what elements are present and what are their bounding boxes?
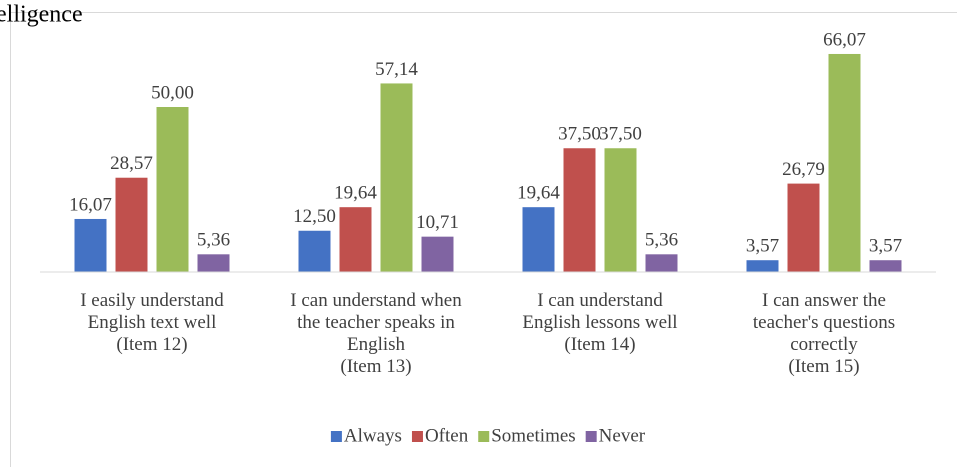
- value-label: 3,57: [746, 236, 779, 257]
- title-mask: [0, 0, 957, 12]
- legend-label: Sometimes: [491, 425, 575, 446]
- value-label: 5,36: [197, 230, 230, 251]
- bar: [828, 53, 861, 273]
- value-label: 16,07: [69, 194, 112, 215]
- x-tick-label: I can understand when the teacher speaks …: [290, 290, 462, 377]
- legend-label: Always: [344, 425, 402, 446]
- legend: Always Often Sometimes Never: [330, 425, 646, 446]
- x-tick-label: I can answer the teacher's questions corre…: [753, 290, 895, 377]
- bar: [746, 260, 779, 272]
- value-label: 5,36: [645, 230, 678, 251]
- value-label: 57,14: [375, 59, 418, 80]
- value-label: 19,64: [334, 183, 377, 204]
- bar: [787, 183, 820, 272]
- x-tick-label-line: English text well: [88, 312, 217, 333]
- value-label: 28,57: [110, 153, 153, 174]
- value-label: 66,07: [823, 29, 866, 50]
- x-tick-label-line: I can understand: [537, 290, 663, 311]
- bar: [421, 236, 454, 272]
- bar: [380, 83, 413, 272]
- value-label: 26,79: [782, 159, 825, 180]
- value-label: 10,71: [416, 212, 459, 233]
- x-tick-label-line: correctly: [790, 334, 858, 355]
- value-label: 3,57: [869, 236, 902, 257]
- bar: [197, 254, 230, 272]
- value-label: 37,50: [558, 124, 601, 145]
- bar: [339, 207, 372, 272]
- bar: [522, 207, 555, 272]
- x-tick-label-line: English lessons well: [522, 312, 677, 333]
- legend-label: Never: [599, 425, 646, 446]
- bar: [74, 218, 107, 272]
- value-label: 37,50: [599, 124, 642, 145]
- x-tick-label-line: I can understand when: [290, 290, 462, 311]
- x-tick-label-line: (Item 12): [116, 334, 187, 355]
- value-label: 12,50: [293, 206, 336, 227]
- x-tick-label-line: (Item 13): [340, 356, 411, 377]
- x-tick-label-line: I can answer the: [762, 290, 886, 311]
- chart-border: [10, 12, 957, 467]
- bar: [645, 254, 678, 272]
- x-tick-label-line: the teacher speaks in: [297, 312, 455, 333]
- bar: [156, 107, 189, 272]
- bar: [604, 148, 637, 272]
- x-tick-label: I can understand English lessons well (Ite…: [522, 290, 677, 355]
- legend-swatch: [585, 431, 597, 442]
- x-tick-label-line: English: [347, 334, 406, 355]
- bar: [563, 148, 596, 272]
- bar: [869, 260, 902, 272]
- x-tick-label-line: (Item 14): [564, 334, 635, 355]
- value-label: 50,00: [151, 82, 194, 103]
- legend-label: Often: [425, 425, 469, 446]
- legend-swatch: [478, 431, 490, 442]
- x-tick-label-line: (Item 15): [788, 356, 859, 377]
- x-tick-label: I easily understand English text well (Ite…: [80, 290, 224, 355]
- value-label: 19,64: [517, 183, 560, 204]
- bar: [115, 177, 148, 272]
- bar: [298, 230, 331, 272]
- chart-title: elligence: [0, 2, 83, 28]
- x-tick-label-line: teacher's questions: [753, 312, 895, 333]
- legend-swatch: [330, 431, 342, 442]
- legend-swatch: [411, 431, 423, 442]
- x-tick-label-line: I easily understand: [80, 290, 224, 311]
